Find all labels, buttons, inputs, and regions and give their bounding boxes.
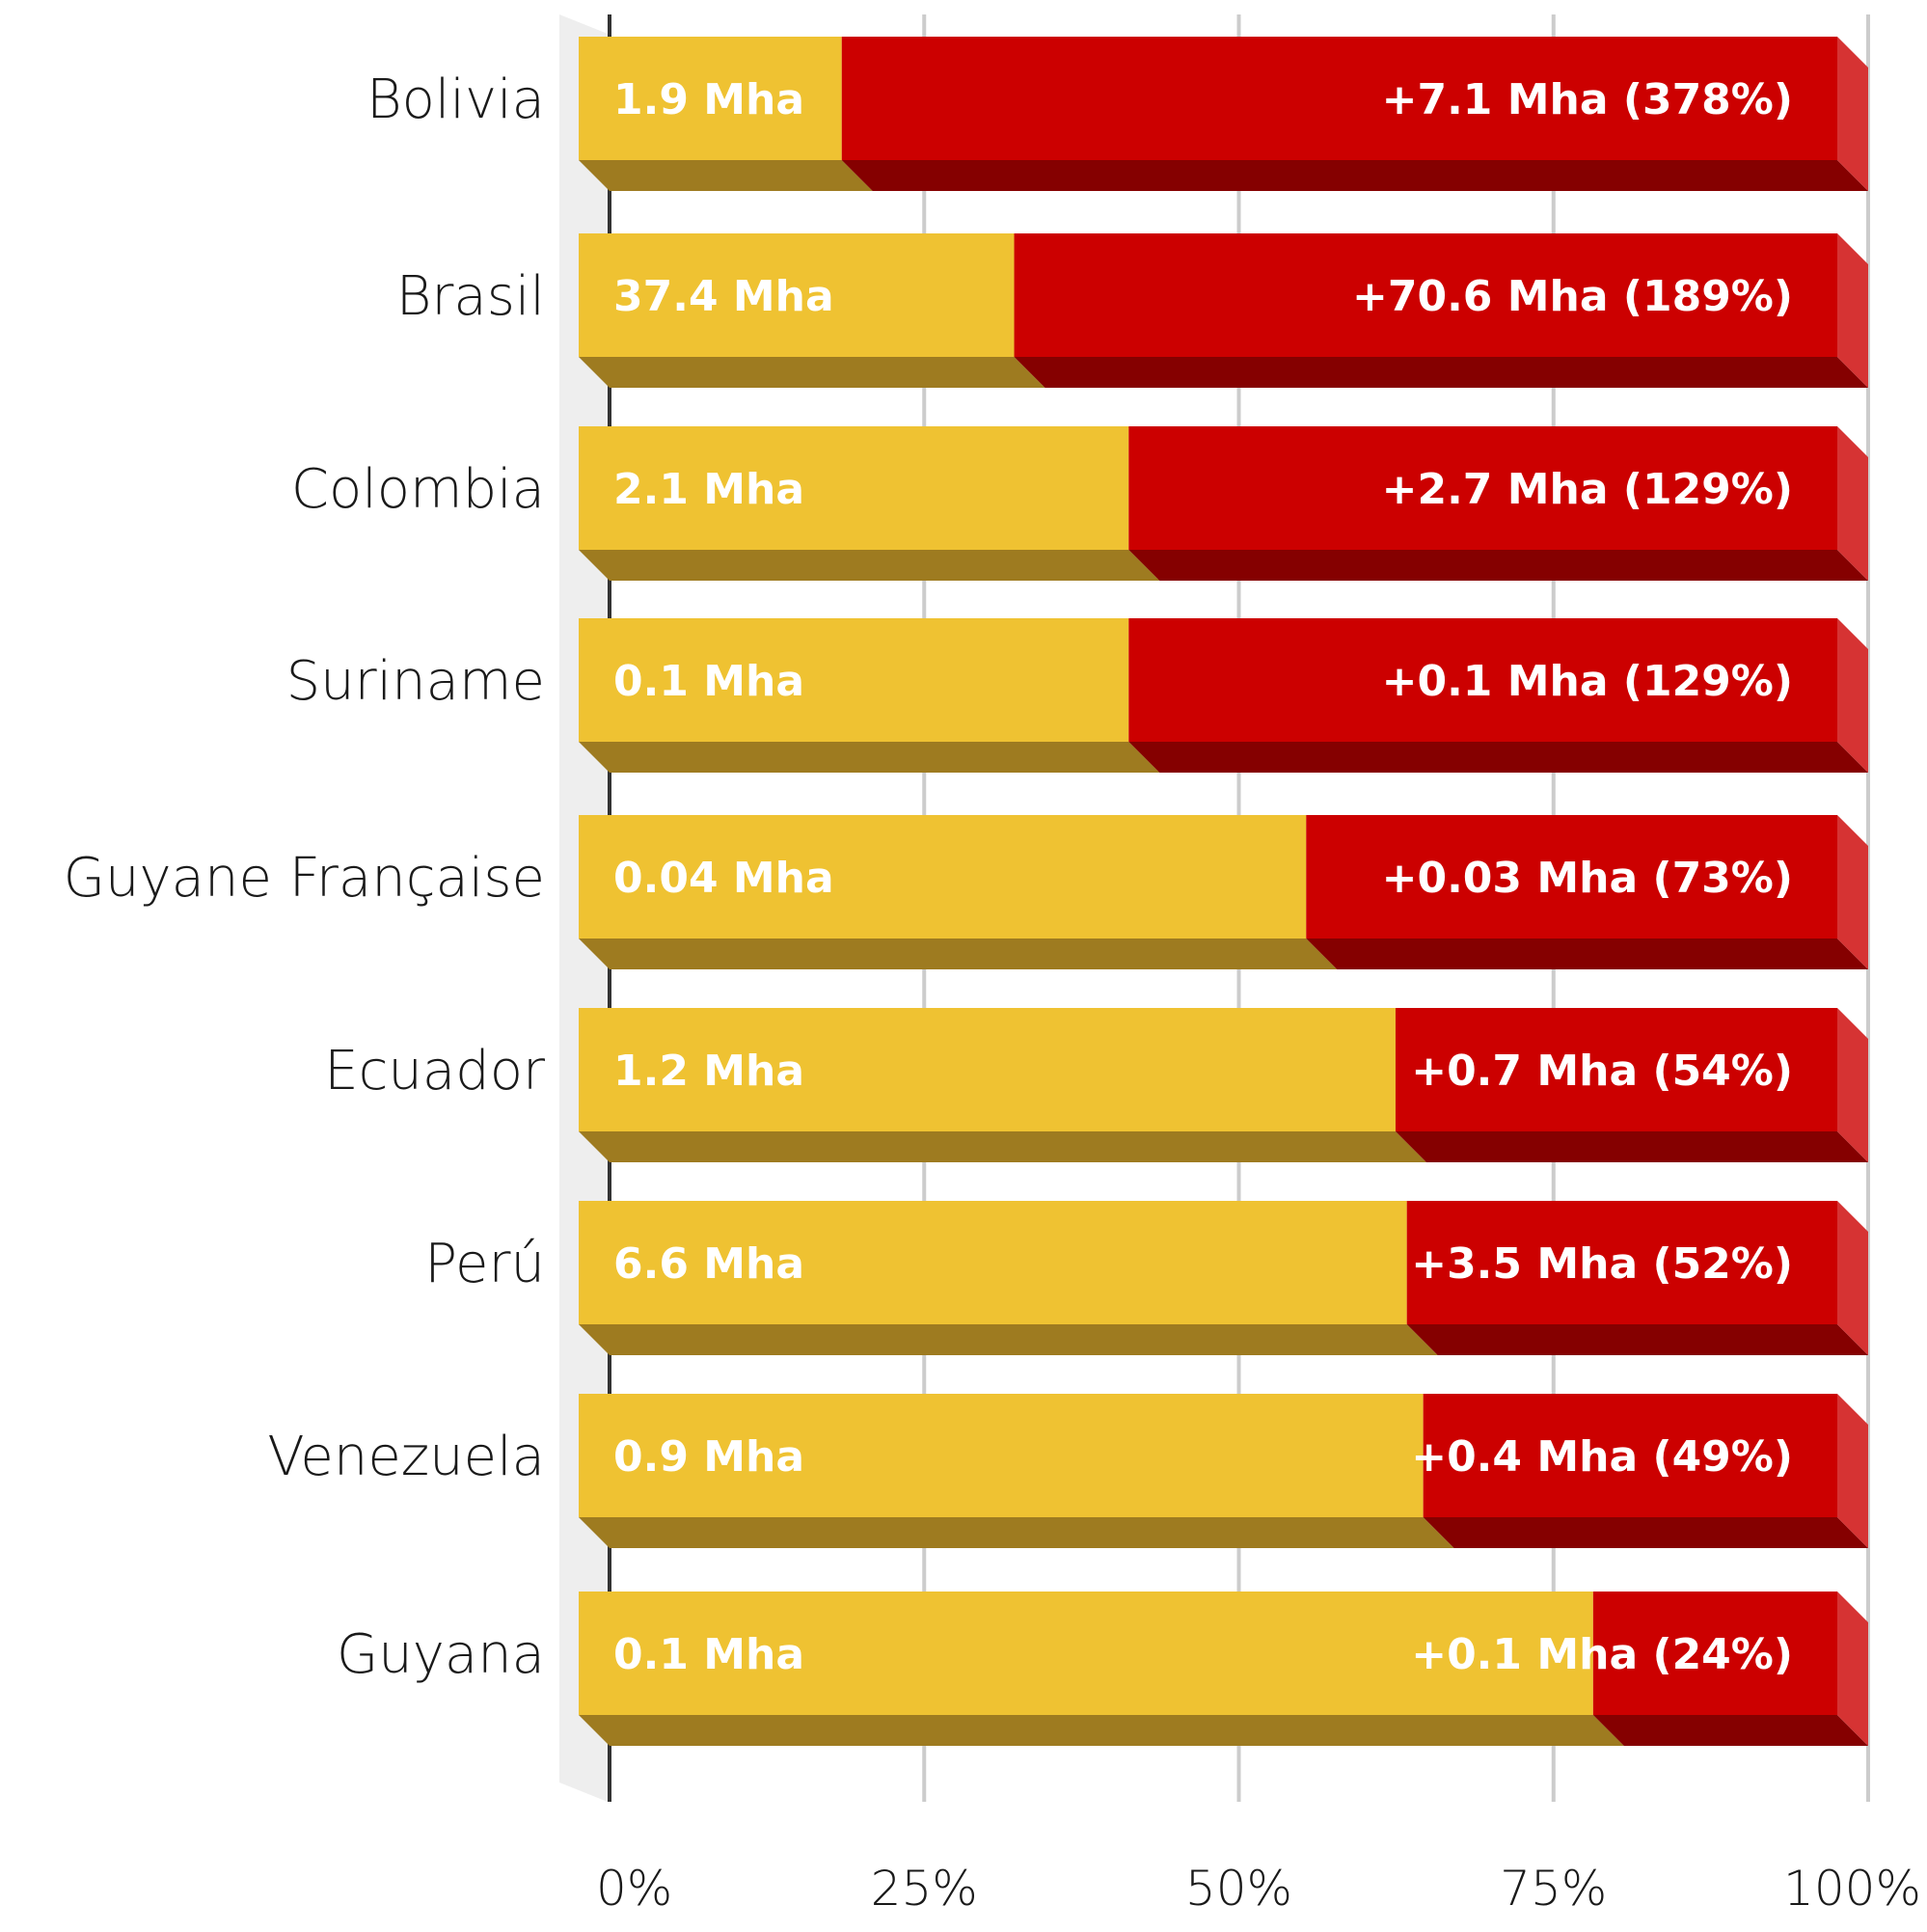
bar-base-shadow <box>579 160 873 191</box>
bar-increase-side <box>1837 1201 1868 1355</box>
bar-base-label: 1.2 Mha <box>613 1047 804 1096</box>
bar-increase-segment <box>1395 1008 1837 1131</box>
bar-base-segment <box>579 233 1015 357</box>
bar-increase-segment <box>841 37 1837 160</box>
bar-base-label: 1.9 Mha <box>613 75 804 124</box>
bar-increase-label: +0.1 Mha (129%) <box>1382 657 1793 706</box>
bar-base-label: 0.1 Mha <box>613 657 804 706</box>
bar-base-shadow <box>579 742 1160 773</box>
bar-increase-side <box>1837 815 1868 969</box>
bars: 1.9 Mha +7.1 Mha (378%) 37.4 Mha +70.6 Mha … <box>579 37 1868 1746</box>
bar-increase-shadow <box>1128 550 1868 581</box>
bar-base-shadow <box>579 1324 1438 1355</box>
bar-increase-side <box>1837 1008 1868 1162</box>
bar-base-label: 0.1 Mha <box>613 1630 804 1679</box>
category-label: Guyane Française <box>64 847 545 910</box>
bar-increase-segment <box>1406 1201 1837 1324</box>
bar-increase-shadow <box>1592 1715 1868 1746</box>
category-label: Ecuador <box>324 1040 545 1102</box>
bar-increase-shadow <box>1395 1131 1868 1162</box>
bar-base-shadow <box>579 939 1338 969</box>
bar-base-segment <box>579 618 1129 742</box>
bar-increase-label: +0.4 Mha (49%) <box>1411 1432 1793 1482</box>
bar-increase-label: +7.1 Mha (378%) <box>1382 75 1793 124</box>
bar-increase-shadow <box>1306 939 1868 969</box>
bar-increase-segment <box>1423 1394 1837 1517</box>
bar-increase-segment <box>1592 1592 1837 1715</box>
bar-base-shadow <box>579 357 1045 388</box>
x-tick-label: 100% <box>1783 1861 1921 1917</box>
bar-base-shadow <box>579 550 1160 581</box>
bar-increase-shadow <box>1423 1517 1868 1548</box>
bar-base-label: 2.1 Mha <box>613 465 804 514</box>
bar-increase-side <box>1837 1592 1868 1746</box>
bar-increase-label: +0.03 Mha (73%) <box>1382 854 1793 903</box>
bar-base-label: 37.4 Mha <box>613 272 834 321</box>
bar-increase-segment <box>1128 426 1837 550</box>
bar-base-label: 0.04 Mha <box>613 854 834 903</box>
bar-increase-side <box>1837 618 1868 773</box>
bar-base-segment <box>579 1008 1396 1131</box>
bar-base-shadow <box>579 1131 1426 1162</box>
category-label: Colombia <box>291 458 545 521</box>
bar-base-segment <box>579 1201 1407 1324</box>
bar-increase-shadow <box>1128 742 1868 773</box>
x-tick-labels: 0% 25% 50% 75% 100% <box>596 1861 1921 1917</box>
bar-increase-shadow <box>1014 357 1868 388</box>
bar-base-segment <box>579 1592 1593 1715</box>
category-label: Suriname <box>286 650 545 713</box>
bar-base-shadow <box>579 1517 1454 1548</box>
bar-increase-label: +0.7 Mha (54%) <box>1411 1047 1793 1096</box>
x-tick-label: 50% <box>1185 1861 1292 1917</box>
bar-increase-shadow <box>1406 1324 1868 1355</box>
bar-increase-label: +0.1 Mha (24%) <box>1411 1630 1793 1679</box>
bar-base-label: 0.9 Mha <box>613 1432 804 1482</box>
bar-increase-shadow <box>841 160 1868 191</box>
category-label: Perú <box>424 1233 545 1295</box>
x-tick-label: 75% <box>1500 1861 1607 1917</box>
x-tick-label: 0% <box>596 1861 672 1917</box>
bar-increase-side <box>1837 426 1868 581</box>
bar-increase-side <box>1837 37 1868 191</box>
bar-increase-label: +70.6 Mha (189%) <box>1352 272 1793 321</box>
bar-base-label: 6.6 Mha <box>613 1239 804 1289</box>
category-label: Bolivia <box>366 68 545 131</box>
bar-increase-segment <box>1128 618 1837 742</box>
category-label: Venezuela <box>267 1426 545 1488</box>
bar-base-segment <box>579 426 1129 550</box>
bar-increase-segment <box>1306 815 1837 939</box>
category-labels: Bolivia Brasil Colombia Suriname Guyane Fran… <box>64 68 545 1686</box>
bar-base-shadow <box>579 1715 1624 1746</box>
bar-increase-label: +3.5 Mha (52%) <box>1411 1239 1793 1289</box>
bar-increase-side <box>1837 1394 1868 1548</box>
bar-base-segment <box>579 1394 1424 1517</box>
category-label: Guyana <box>337 1623 545 1686</box>
bar-increase-segment <box>1014 233 1837 357</box>
bar-base-segment <box>579 815 1307 939</box>
x-tick-label: 25% <box>871 1861 978 1917</box>
bar-base-segment <box>579 37 842 160</box>
bar-increase-side <box>1837 233 1868 388</box>
category-label: Brasil <box>396 265 545 328</box>
bar-increase-label: +2.7 Mha (129%) <box>1382 465 1793 514</box>
